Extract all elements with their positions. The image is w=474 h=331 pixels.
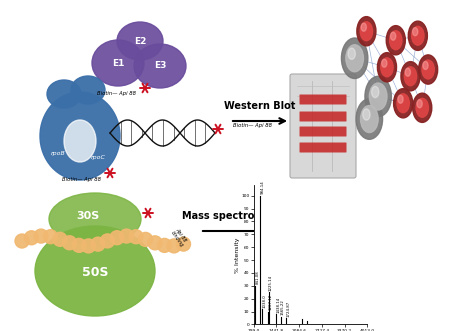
Circle shape bbox=[82, 239, 95, 253]
Ellipse shape bbox=[71, 76, 105, 104]
Circle shape bbox=[34, 229, 48, 243]
Circle shape bbox=[369, 83, 387, 110]
FancyBboxPatch shape bbox=[290, 74, 356, 178]
Circle shape bbox=[405, 68, 410, 76]
Circle shape bbox=[176, 237, 191, 251]
Circle shape bbox=[356, 99, 383, 139]
Circle shape bbox=[100, 234, 115, 248]
Circle shape bbox=[167, 239, 181, 253]
Ellipse shape bbox=[117, 22, 163, 60]
Text: 841.08: 841.08 bbox=[255, 271, 259, 284]
Text: Biotin— Api 88: Biotin— Api 88 bbox=[98, 90, 137, 96]
Circle shape bbox=[386, 25, 405, 55]
Circle shape bbox=[398, 95, 403, 103]
Circle shape bbox=[91, 237, 105, 251]
Circle shape bbox=[148, 236, 162, 250]
Text: Western Blot: Western Blot bbox=[224, 101, 296, 111]
Circle shape bbox=[361, 23, 366, 31]
Text: 1225.14: 1225.14 bbox=[269, 275, 273, 291]
Text: 984.14: 984.14 bbox=[260, 181, 264, 194]
Ellipse shape bbox=[47, 80, 81, 108]
Circle shape bbox=[390, 31, 402, 50]
Text: Biotin— Api 88: Biotin— Api 88 bbox=[234, 123, 273, 128]
Circle shape bbox=[419, 55, 438, 84]
Ellipse shape bbox=[134, 44, 186, 88]
Circle shape bbox=[361, 106, 378, 132]
Text: 1565.22: 1565.22 bbox=[281, 300, 285, 315]
Circle shape bbox=[129, 230, 143, 244]
Text: 1207.12: 1207.12 bbox=[268, 294, 273, 310]
Circle shape bbox=[422, 60, 434, 79]
Circle shape bbox=[53, 232, 67, 246]
Circle shape bbox=[341, 38, 368, 78]
Ellipse shape bbox=[64, 120, 96, 162]
FancyBboxPatch shape bbox=[300, 94, 346, 105]
Text: Api 88
binding: Api 88 binding bbox=[170, 227, 190, 248]
Text: E1: E1 bbox=[112, 59, 124, 68]
Circle shape bbox=[346, 45, 364, 72]
Text: Biotin— Api 88: Biotin— Api 88 bbox=[63, 176, 101, 181]
Circle shape bbox=[363, 109, 370, 120]
Text: 50S: 50S bbox=[82, 266, 108, 279]
Circle shape bbox=[72, 238, 86, 252]
Circle shape bbox=[25, 231, 38, 245]
Circle shape bbox=[411, 26, 424, 45]
FancyBboxPatch shape bbox=[300, 143, 346, 153]
Ellipse shape bbox=[49, 193, 141, 245]
Circle shape bbox=[44, 230, 57, 244]
Circle shape bbox=[365, 76, 392, 117]
Ellipse shape bbox=[40, 92, 120, 180]
Circle shape bbox=[360, 22, 373, 41]
Text: rpoB: rpoB bbox=[51, 152, 65, 157]
Circle shape bbox=[397, 94, 410, 113]
Circle shape bbox=[401, 62, 420, 91]
Circle shape bbox=[382, 59, 387, 67]
Circle shape bbox=[393, 89, 413, 118]
Ellipse shape bbox=[35, 226, 155, 316]
Circle shape bbox=[413, 93, 432, 122]
Circle shape bbox=[416, 98, 428, 117]
FancyBboxPatch shape bbox=[300, 126, 346, 136]
Circle shape bbox=[404, 67, 417, 86]
Circle shape bbox=[408, 21, 428, 50]
Circle shape bbox=[119, 229, 134, 243]
Ellipse shape bbox=[92, 40, 144, 86]
Circle shape bbox=[348, 48, 356, 59]
Text: 30S: 30S bbox=[76, 211, 100, 221]
Circle shape bbox=[391, 32, 396, 40]
Circle shape bbox=[381, 58, 393, 77]
Text: E3: E3 bbox=[154, 62, 166, 71]
Text: Mass spectrometry: Mass spectrometry bbox=[182, 211, 286, 221]
FancyBboxPatch shape bbox=[300, 112, 346, 121]
Text: E2: E2 bbox=[134, 36, 146, 45]
Circle shape bbox=[423, 62, 428, 70]
Circle shape bbox=[412, 28, 418, 36]
Circle shape bbox=[357, 17, 376, 46]
Circle shape bbox=[377, 53, 397, 82]
Circle shape bbox=[63, 236, 76, 250]
Circle shape bbox=[417, 100, 422, 108]
Text: 1038.0: 1038.0 bbox=[262, 294, 266, 307]
Circle shape bbox=[15, 234, 29, 248]
Text: 1438.14: 1438.14 bbox=[276, 297, 281, 313]
Circle shape bbox=[110, 231, 124, 245]
Y-axis label: % Intensity: % Intensity bbox=[235, 237, 240, 273]
Text: 1724.87: 1724.87 bbox=[287, 301, 291, 317]
Circle shape bbox=[372, 86, 379, 98]
Circle shape bbox=[138, 232, 153, 246]
Text: rpoC: rpoC bbox=[91, 156, 105, 161]
Circle shape bbox=[157, 238, 172, 253]
